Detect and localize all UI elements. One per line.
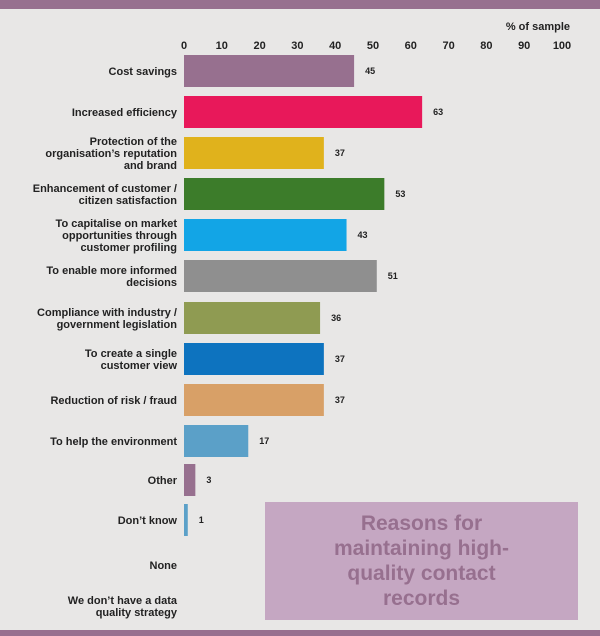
x-tick-label: 100: [553, 40, 571, 52]
value-label: 3: [206, 475, 211, 485]
bars: [184, 55, 423, 536]
bar: [184, 302, 321, 334]
x-tick-label: 10: [216, 40, 228, 52]
value-label: 37: [335, 354, 345, 364]
bar: [184, 219, 347, 251]
bar: [184, 96, 423, 128]
bar: [184, 425, 249, 457]
category-label: Other: [148, 475, 178, 487]
x-tick-label: 20: [253, 40, 265, 52]
category-label: To create a single customer view: [85, 348, 178, 372]
category-label: We don’t have a data quality strategy: [68, 595, 178, 619]
value-label: 45: [365, 66, 375, 76]
bar: [184, 55, 355, 87]
x-tick-label: 30: [291, 40, 303, 52]
value-label: 37: [335, 148, 345, 158]
category-label: Reduction of risk / fraud: [50, 395, 177, 407]
value-label: 17: [259, 436, 269, 446]
category-label: Increased efficiency: [72, 107, 178, 119]
value-label: 43: [358, 230, 368, 240]
bar: [184, 464, 196, 496]
x-tick-label: 90: [518, 40, 530, 52]
bar: [184, 137, 324, 169]
value-labels: 45 63 37 53 43 51 36 37 37 17 3 1: [199, 66, 443, 525]
bar: [184, 384, 324, 416]
x-tick-label: 40: [329, 40, 341, 52]
category-label: To enable more informed decisions: [46, 265, 177, 289]
value-label: 51: [388, 271, 398, 281]
x-axis-label: % of sample: [506, 21, 570, 33]
chart-title: Reasons for maintaining high-quality con…: [334, 512, 509, 610]
x-tick-label: 80: [480, 40, 492, 52]
category-label: To help the environment: [50, 436, 177, 448]
value-label: 36: [331, 313, 341, 323]
chart-title-box: Reasons for maintaining high-quality con…: [265, 502, 578, 620]
bar: [184, 260, 377, 292]
category-label: Compliance with industry / government leg…: [37, 307, 177, 331]
category-label: Don’t know: [118, 515, 178, 527]
value-label: 53: [395, 189, 405, 199]
top-border: [0, 0, 600, 9]
x-tick-label: 60: [405, 40, 417, 52]
value-label: 1: [199, 515, 204, 525]
x-axis-ticks: 0 10 20 30 40 50 60 70 80 90 100: [181, 40, 571, 52]
bar: [184, 178, 385, 210]
bottom-border: [0, 630, 600, 636]
x-tick-label: 50: [367, 40, 379, 52]
bar: [184, 343, 324, 375]
category-labels: Cost savings Increased efficiency Protecti…: [33, 66, 178, 619]
x-tick-label: 70: [442, 40, 454, 52]
x-tick-label: 0: [181, 40, 187, 52]
category-label: To capitalise on market opportunities thr…: [56, 218, 178, 254]
category-label: Cost savings: [109, 66, 177, 78]
bar: [184, 504, 188, 536]
category-label: None: [150, 560, 178, 572]
value-label: 37: [335, 395, 345, 405]
category-label: Protection of the organisation’s reputati…: [45, 136, 177, 172]
category-label: Enhancement of customer / citizen satisfa…: [33, 183, 178, 207]
value-label: 63: [433, 107, 443, 117]
